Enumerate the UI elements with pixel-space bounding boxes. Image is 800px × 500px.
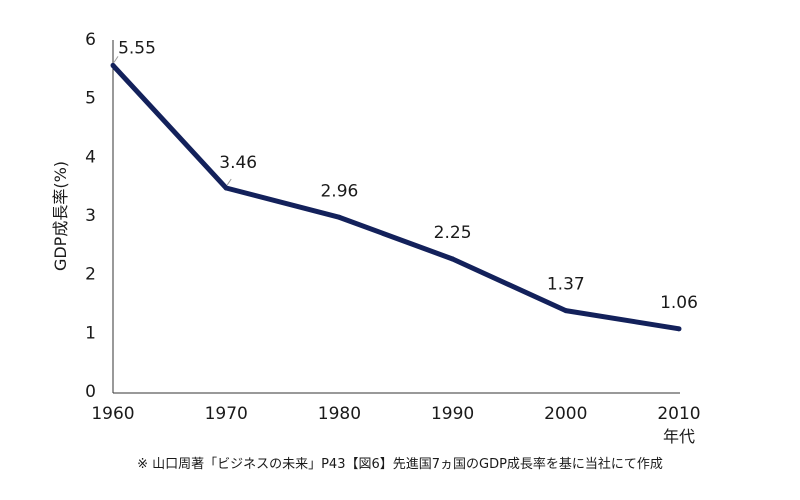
data-point <box>336 214 342 220</box>
x-tick-label: 2000 <box>544 404 587 424</box>
data-label: 2.25 <box>434 223 472 243</box>
x-tick-label: 1970 <box>205 404 248 424</box>
data-point <box>676 326 682 332</box>
x-axis-title: 年代 <box>663 427 695 446</box>
data-label: 2.96 <box>320 181 358 201</box>
data-label-leader <box>226 178 232 186</box>
data-point <box>450 256 456 262</box>
data-label-leader <box>113 56 119 63</box>
y-axis-title: GDP成長率(%) <box>51 161 70 271</box>
x-tick-label: 1980 <box>318 404 361 424</box>
data-label: 1.06 <box>660 293 698 313</box>
series-group <box>110 62 682 332</box>
y-tick-label: 1 <box>85 323 96 343</box>
y-tick-label: 4 <box>85 147 96 167</box>
series-line <box>111 63 680 332</box>
x-tick-label: 1990 <box>431 404 474 424</box>
data-point <box>110 62 116 68</box>
x-axis-ticks: 1960 1970 1980 1990 2000 2010 <box>91 404 700 424</box>
x-tick-label: 1960 <box>91 404 134 424</box>
data-label: 1.37 <box>547 275 585 295</box>
x-tick-label: 2010 <box>657 404 700 424</box>
y-tick-label: 3 <box>85 206 96 226</box>
y-tick-label: 6 <box>85 30 96 50</box>
y-tick-label: 5 <box>85 89 96 109</box>
y-tick-label: 0 <box>85 382 96 402</box>
y-axis-ticks: 0 1 2 3 4 5 6 <box>85 30 96 402</box>
data-point <box>223 185 229 191</box>
data-label: 3.46 <box>219 153 257 173</box>
data-label: 5.55 <box>118 38 156 58</box>
data-point <box>563 308 569 314</box>
data-labels-group: 5.55 3.46 2.96 2.25 1.37 1.06 <box>113 38 698 313</box>
footnote: ※ 山口周著「ビジネスの未来」P43【図6】先進国7ヵ国のGDP成長率を基に当社… <box>137 457 663 472</box>
y-tick-label: 2 <box>85 265 96 285</box>
